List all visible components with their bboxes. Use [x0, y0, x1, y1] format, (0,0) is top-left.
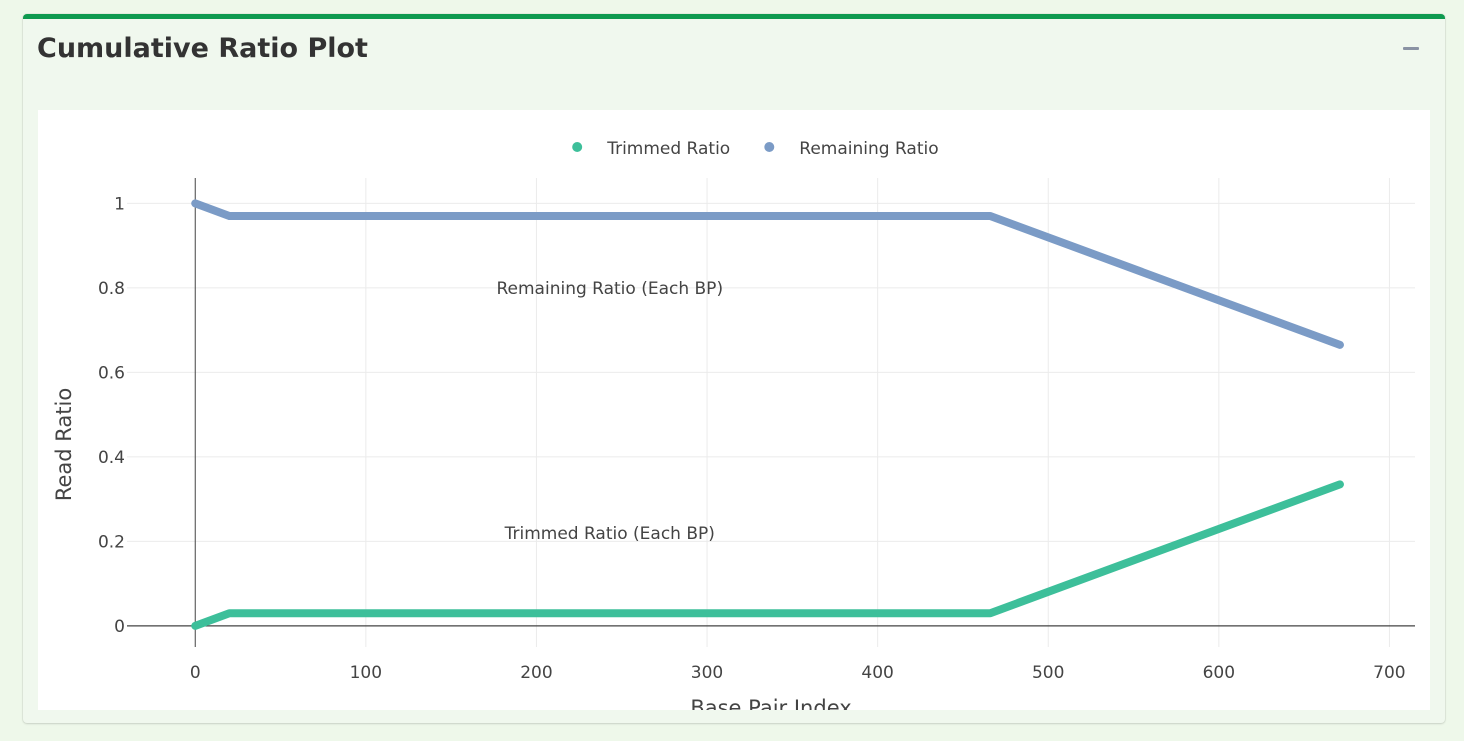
- y-tick-label: 0.4: [98, 448, 125, 468]
- y-tick-label: 1: [114, 194, 125, 214]
- minus-icon[interactable]: [1399, 39, 1423, 59]
- annotation-label: Remaining Ratio (Each BP): [496, 279, 723, 299]
- y-axis-title: Read Ratio: [52, 388, 76, 501]
- x-tick-label: 500: [1032, 663, 1064, 683]
- x-axis-title: Base Pair Index: [690, 696, 851, 710]
- x-tick-label: 300: [691, 663, 723, 683]
- x-tick-label: 0: [190, 663, 201, 683]
- card-title: Cumulative Ratio Plot: [37, 33, 368, 64]
- chart-container: 0 100 200 300 400 500 600 700 0 0.2 0.4 0.6 0.8 1 Base…: [38, 110, 1430, 710]
- x-tick-label: 400: [861, 663, 893, 683]
- legend-marker[interactable]: [764, 142, 775, 152]
- x-tick-label: 700: [1373, 663, 1405, 683]
- y-tick-label: 0.6: [98, 363, 125, 383]
- series-line-remaining: [191, 199, 1344, 349]
- legend-label[interactable]: Trimmed Ratio: [606, 139, 730, 159]
- x-tick-label: 600: [1203, 663, 1235, 683]
- cumulative-ratio-chart: 0 100 200 300 400 500 600 700 0 0.2 0.4 0.6 0.8 1 Base…: [52, 139, 1415, 710]
- x-tick-label: 200: [520, 663, 552, 683]
- minus-icon-bar: [1403, 47, 1419, 50]
- legend-marker[interactable]: [572, 142, 583, 152]
- x-tick-label: 100: [350, 663, 382, 683]
- y-tick-label: 0.8: [98, 279, 125, 299]
- legend-label[interactable]: Remaining Ratio: [799, 139, 938, 159]
- y-tick-label: 0.2: [98, 532, 125, 552]
- series-line-trimmed: [191, 480, 1344, 630]
- y-tick-label: 0: [114, 617, 125, 637]
- annotation-label: Trimmed Ratio (Each BP): [504, 524, 715, 544]
